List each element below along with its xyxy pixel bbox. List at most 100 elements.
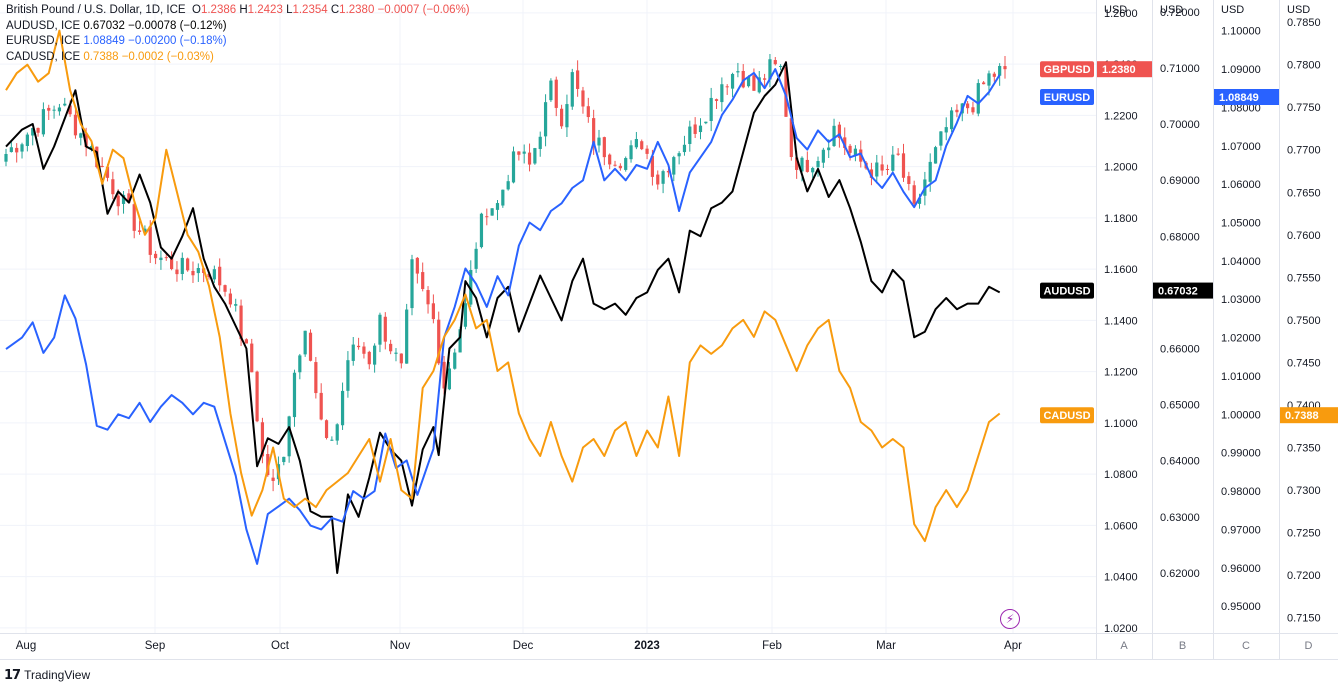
price-axis-label-gbpusd (1097, 61, 1152, 78)
axis-id-D: D (1305, 640, 1313, 652)
axis-tick-label: 1.2000 (1104, 162, 1138, 174)
axis-tick-label: 0.7650 (1287, 187, 1321, 199)
legend-low: L1.2354 (286, 4, 328, 16)
gbpusd-candle (453, 352, 457, 369)
gbpusd-candle (522, 151, 526, 154)
gbpusd-candle (335, 424, 339, 441)
axis-tick-label: 1.0600 (1104, 520, 1138, 532)
axis-tick-label: 0.7150 (1287, 613, 1321, 625)
gbpusd-candle (25, 134, 29, 146)
gbpusd-candle (367, 351, 371, 365)
legend-open: O1.2386 (192, 4, 237, 16)
gbpusd-candle (827, 147, 831, 151)
gbpusd-candle (576, 70, 580, 89)
gbpusd-candle (239, 305, 243, 340)
axis-tick-label: 1.06000 (1221, 179, 1261, 191)
gbpusd-candle (821, 149, 825, 163)
gbpusd-candle (677, 153, 681, 157)
axis-tick-label: 1.08000 (1221, 102, 1261, 114)
gbpusd-candle (543, 102, 548, 137)
gbpusd-candle (666, 170, 671, 173)
axis-currency-D: USD (1287, 4, 1310, 16)
gbpusd-candle (308, 332, 313, 361)
gbpusd-candle (944, 127, 948, 133)
gbpusd-candle (421, 272, 425, 290)
gbpusd-candle (811, 167, 815, 173)
gbpusd-candle (570, 72, 574, 107)
axis-tick-label: 0.7550 (1287, 272, 1321, 284)
gbpusd-candle (212, 269, 216, 280)
footer: 𝟭𝟳 TradingView (4, 667, 90, 683)
gbpusd-candle (186, 258, 190, 271)
axis-tick-label: 1.05000 (1221, 218, 1261, 230)
gbpusd-candle (68, 105, 72, 115)
gbpusd-candle (982, 82, 986, 85)
gbpusd-candle (955, 109, 959, 113)
gbpusd-candle (1003, 66, 1007, 70)
gbpusd-candle (100, 165, 104, 168)
price-tag-cadusd (1040, 407, 1094, 424)
gbpusd-candle (672, 157, 676, 175)
gbpusd-candle (559, 108, 564, 127)
gbpusd-candle (218, 266, 222, 286)
gbpusd-candle (538, 136, 542, 149)
gbpusd-candle (789, 118, 793, 158)
gbpusd-candle (79, 133, 83, 138)
legend-audusd-change: −0.00078 (−0.12%) (128, 19, 227, 32)
gbpusd-candle (506, 181, 510, 190)
gbpusd-candle (15, 147, 19, 153)
axis-tick-label: 0.95000 (1221, 601, 1261, 613)
price-axis-label-audusd (1153, 282, 1213, 299)
gbpusd-candle (917, 197, 922, 204)
gbpusd-candle (447, 368, 452, 390)
legend-audusd-name: AUDUSD, ICE (6, 19, 81, 32)
gbpusd-candle (271, 477, 275, 481)
gbpusd-candle (287, 416, 291, 457)
gbpusd-candle (848, 145, 852, 153)
price-axis-label-eurusd (1214, 89, 1279, 105)
gbpusd-candle (116, 195, 120, 207)
axis-tick-label: 0.68000 (1160, 231, 1200, 243)
x-tick-label: Oct (271, 640, 290, 652)
axis-currency-A: USD (1104, 4, 1127, 16)
gbpusd-candle (303, 330, 307, 355)
gbpusd-candle (4, 153, 8, 162)
gbpusd-candle (634, 139, 638, 148)
axis-tick-label: 0.65000 (1160, 400, 1200, 412)
gbpusd-candle (602, 137, 606, 158)
gbpusd-candle (517, 151, 521, 155)
gbpusd-candle (250, 343, 254, 373)
legend-cadusd-value: 0.7388 (83, 50, 119, 63)
gbpusd-candle (608, 154, 612, 165)
gbpusd-candle (314, 362, 318, 394)
gbpusd-candle (57, 107, 62, 112)
legend-change: −0.0007 (−0.06%) (377, 4, 470, 16)
gbpusd-candle (730, 73, 735, 89)
gbpusd-candle (405, 309, 409, 364)
gbpusd-candle (586, 106, 590, 118)
flash-icon[interactable]: ⚡ (1000, 609, 1020, 629)
gbpusd-candle (346, 360, 350, 391)
gbpusd-candle (757, 77, 761, 93)
axis-tick-label: 0.96000 (1221, 563, 1261, 575)
gbpusd-candle (629, 145, 633, 160)
x-tick-label: Aug (16, 640, 36, 652)
gbpusd-candle (998, 65, 1002, 76)
gbpusd-candle (837, 124, 841, 139)
gbpusd-candle (869, 169, 874, 178)
gbpusd-candle (228, 293, 232, 305)
price-axis-value: 0.67032 (1158, 286, 1198, 298)
gbpusd-candle (688, 126, 692, 144)
gbpusd-candle (880, 164, 884, 171)
axis-tick-label: 0.7200 (1287, 570, 1321, 582)
legend-eurusd-change: −0.00200 (−0.18%) (128, 35, 227, 47)
gbpusd-candle (73, 114, 78, 136)
gbpusd-candle (549, 80, 553, 101)
axis-tick-label: 0.97000 (1221, 524, 1261, 536)
gbpusd-candle (490, 208, 494, 216)
gbpusd-candle (84, 133, 88, 148)
price-tag-label: GBPUSD (1043, 64, 1090, 76)
gbpusd-candle (853, 148, 858, 156)
gbpusd-candle (127, 193, 131, 203)
